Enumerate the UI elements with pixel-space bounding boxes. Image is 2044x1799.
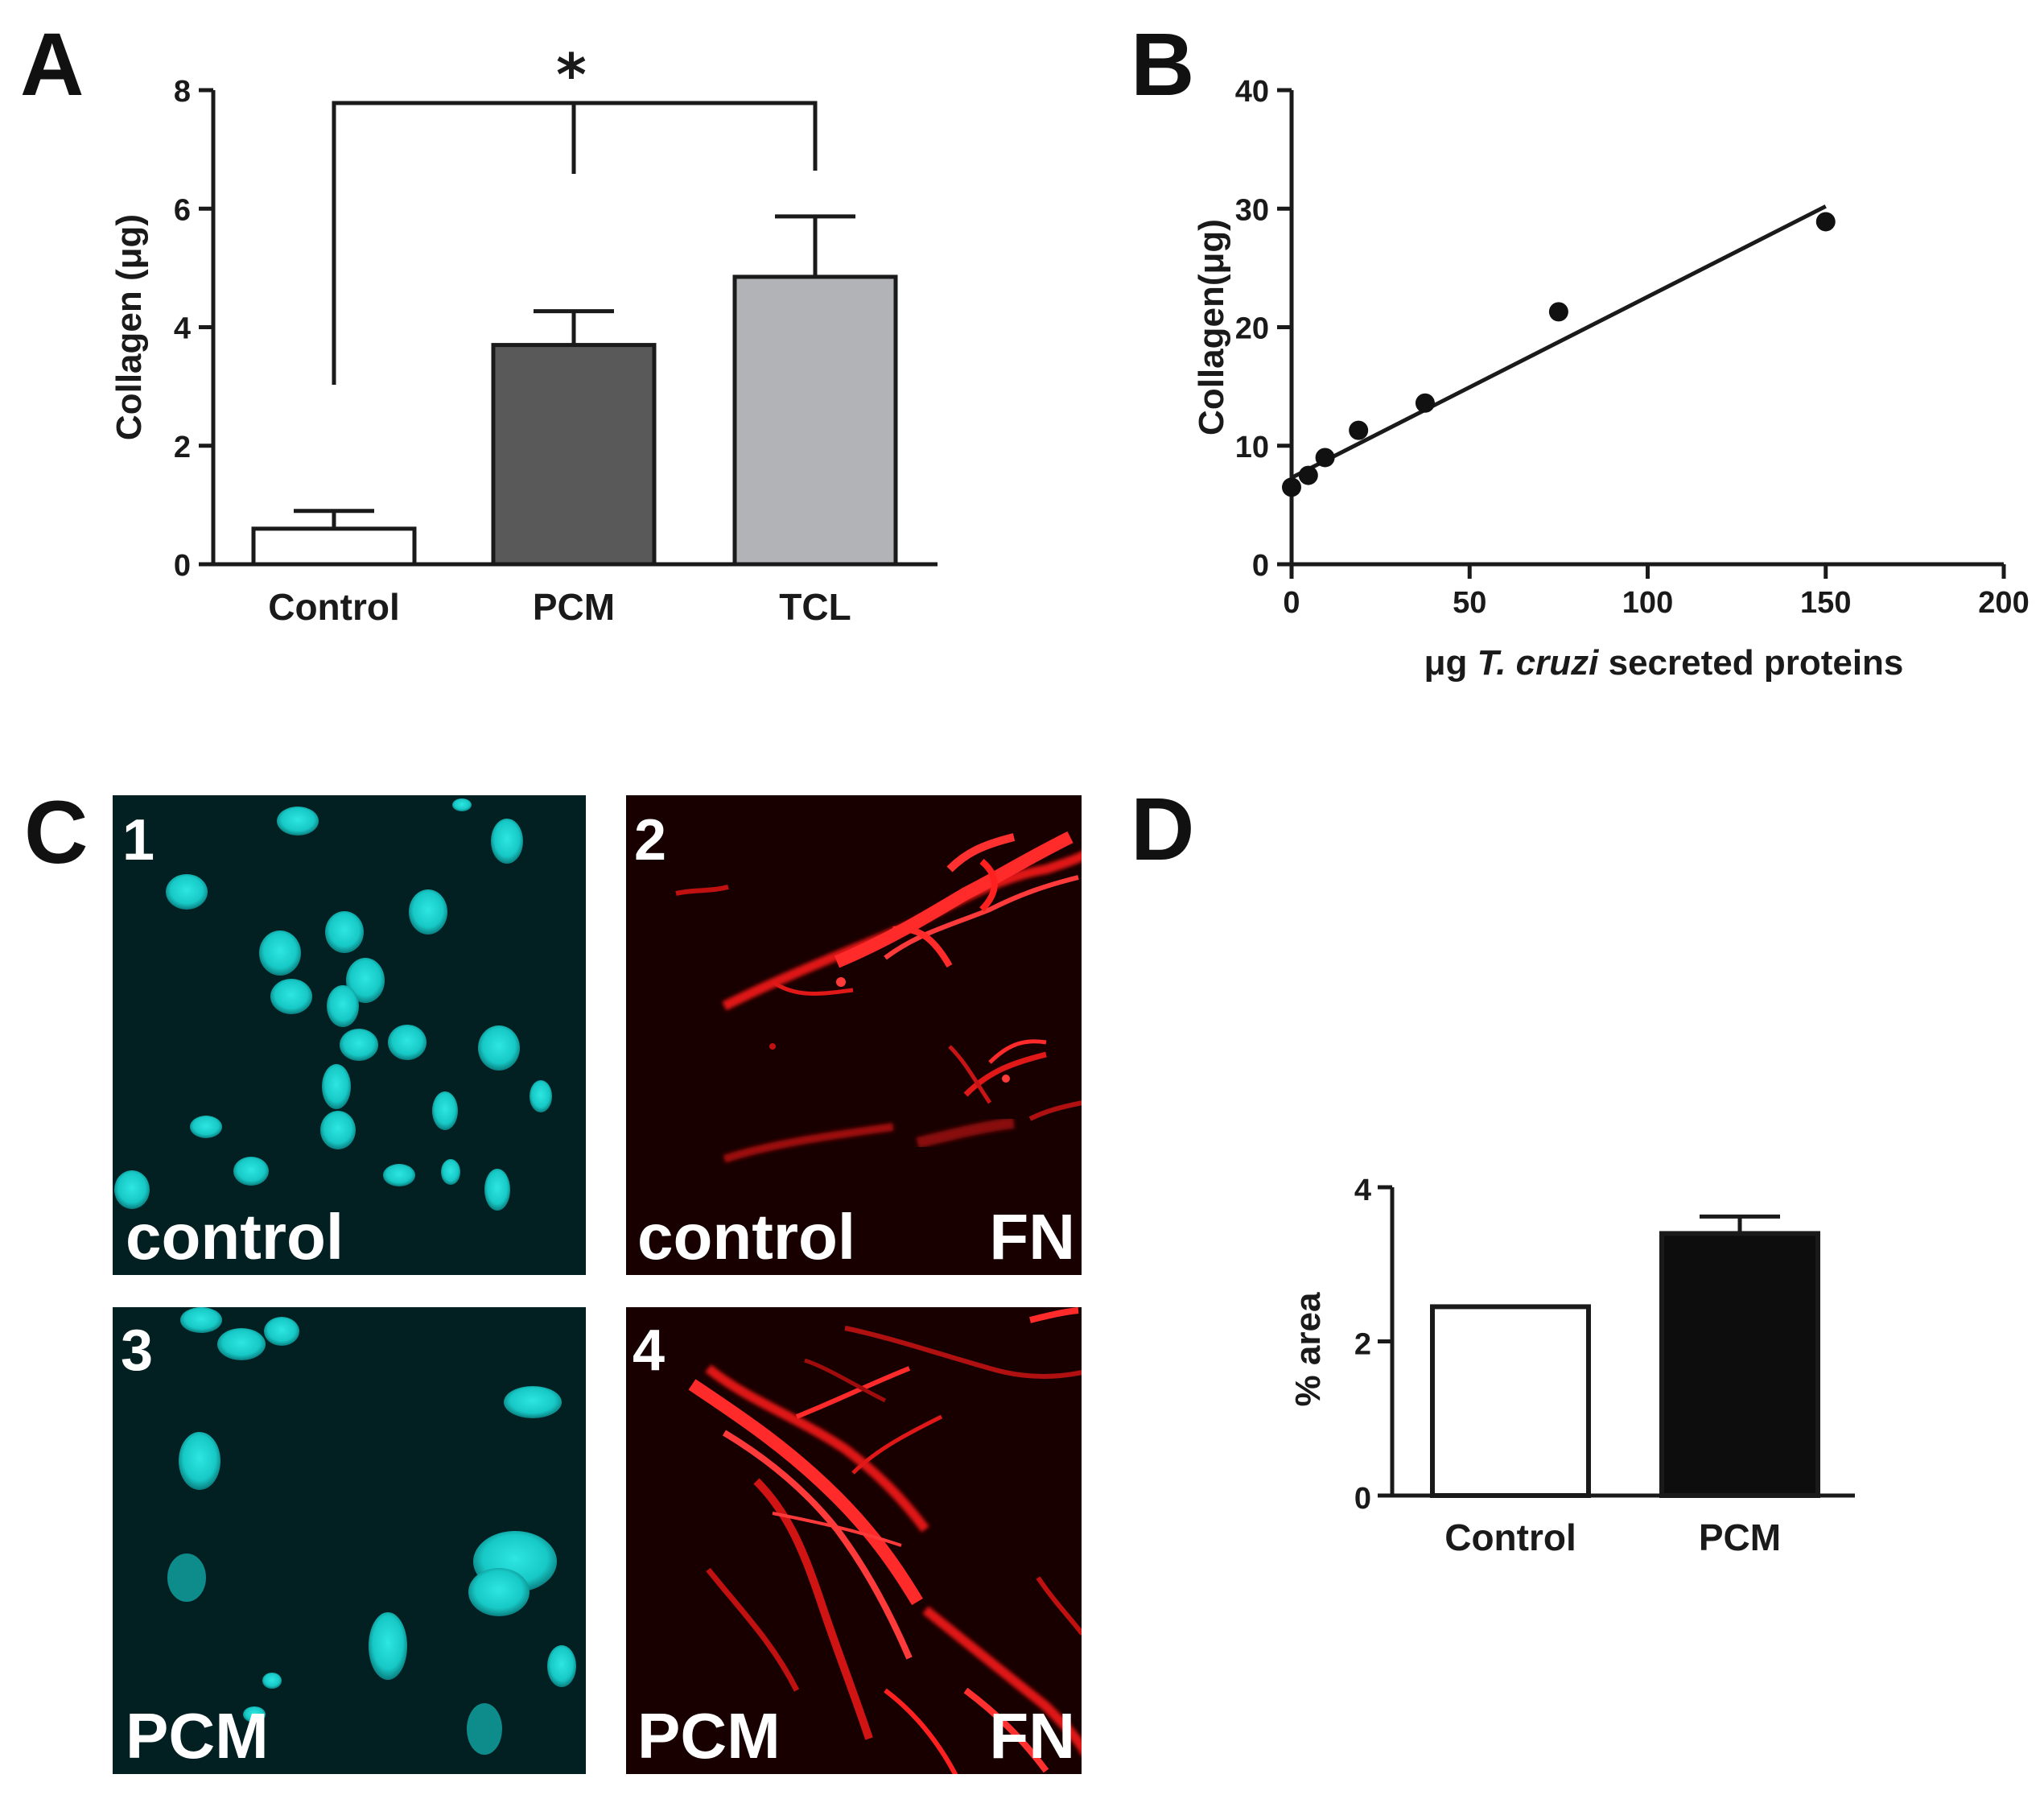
- chart-b-data-point: [1349, 420, 1369, 440]
- micrograph-4-number: 4: [633, 1318, 665, 1383]
- chart-b-data-point: [1548, 302, 1568, 322]
- micrograph-3: 3 PCM: [113, 1307, 586, 1774]
- micrograph-2-label: control: [637, 1201, 855, 1273]
- chart-b-data-point: [1282, 477, 1301, 497]
- chart-a-y-tick-label: 6: [174, 193, 191, 227]
- chart-a-category-label: PCM: [533, 586, 615, 628]
- chart-a: 0 2 4 6 8 Collagen (μg) Control PCM TCL *: [109, 41, 938, 628]
- chart-a-y-tick-label: 0: [174, 549, 191, 583]
- micrograph-4: 4 PCM FN: [626, 1307, 1082, 1774]
- micrograph-3-nuclei: [167, 1307, 576, 1755]
- chart-b-data-point: [1315, 448, 1335, 468]
- micrograph-1-number: 1: [122, 808, 155, 873]
- chart-a-category-label: TCL: [779, 586, 851, 628]
- chart-b-x-axis-title: μg T. cruzi secreted proteins: [1424, 643, 1904, 683]
- micrograph-2-stain: FN: [989, 1201, 1075, 1273]
- chart-b-fit-line: [1290, 204, 1827, 480]
- chart-b-x-tick-label: 150: [1800, 586, 1851, 620]
- chart-a-bar-pcm: [491, 343, 657, 567]
- micrograph-4-stain: FN: [989, 1700, 1075, 1772]
- panel-letter-d: D: [1131, 780, 1194, 879]
- panel-letter-c: C: [24, 783, 88, 882]
- chart-b-data-point: [1298, 465, 1318, 485]
- chart-a-significance-marker: *: [556, 41, 587, 109]
- micrograph-1-label: control: [126, 1201, 344, 1273]
- chart-b-x-tick-label: 100: [1622, 586, 1673, 620]
- chart-b-x-tick-label: 0: [1283, 586, 1300, 620]
- micrograph-2-number: 2: [634, 808, 666, 873]
- chart-b-data-point: [1415, 393, 1435, 413]
- chart-b-y-tick-label: 0: [1252, 549, 1269, 583]
- chart-b-y-tick-label: 30: [1235, 193, 1269, 227]
- chart-a-y-tick-label: 4: [174, 312, 191, 346]
- chart-d-bar-control: [1430, 1304, 1591, 1498]
- chart-d-bar-pcm: [1659, 1231, 1820, 1498]
- chart-b-y-tick-label: 40: [1235, 75, 1269, 109]
- micrograph-1: 1 control: [113, 795, 586, 1275]
- chart-a-y-tick-label: 8: [174, 75, 191, 109]
- chart-b-data-point: [1815, 212, 1836, 232]
- chart-d-y-tick-label: 2: [1354, 1328, 1371, 1362]
- chart-a-category-label: Control: [268, 586, 400, 628]
- micrograph-2: 2 control FN: [626, 795, 1082, 1275]
- micrograph-1-nuclei: [114, 798, 552, 1211]
- panel-letter-a: A: [20, 15, 84, 114]
- micrograph-4-label: PCM: [637, 1700, 781, 1772]
- chart-b: 0 10 20 30 40 0 50 100 150 200 Collagen(μg) μg T. c…: [1192, 75, 2030, 683]
- chart-b-x-tick-label: 50: [1453, 586, 1486, 620]
- micrograph-4-fibers: [688, 1307, 1082, 1774]
- chart-a-y-tick-label: 2: [174, 431, 191, 464]
- chart-b-x-tick-label: 200: [1978, 586, 2029, 620]
- micrograph-2-fibers: [675, 831, 1082, 1163]
- chart-b-y-tick-label: 20: [1235, 312, 1269, 346]
- chart-d-category-label: Control: [1444, 1516, 1576, 1558]
- micrograph-3-label: PCM: [126, 1700, 269, 1772]
- chart-d-y-tick-label: 4: [1354, 1174, 1371, 1207]
- chart-b-y-axis-title: Collagen(μg): [1192, 219, 1231, 435]
- chart-a-bar-tcl: [732, 274, 898, 567]
- chart-d: 0 2 4 % area Control PCM: [1288, 1174, 1855, 1558]
- chart-a-bar-control: [251, 526, 417, 567]
- panel-letter-b: B: [1131, 15, 1194, 114]
- chart-d-y-axis-title: % area: [1288, 1292, 1328, 1406]
- micrograph-3-number: 3: [121, 1318, 153, 1383]
- chart-a-y-axis-title: Collagen (μg): [109, 214, 149, 440]
- chart-b-y-tick-label: 10: [1235, 431, 1269, 464]
- chart-d-y-tick-label: 0: [1354, 1482, 1371, 1516]
- chart-d-category-label: PCM: [1699, 1516, 1781, 1558]
